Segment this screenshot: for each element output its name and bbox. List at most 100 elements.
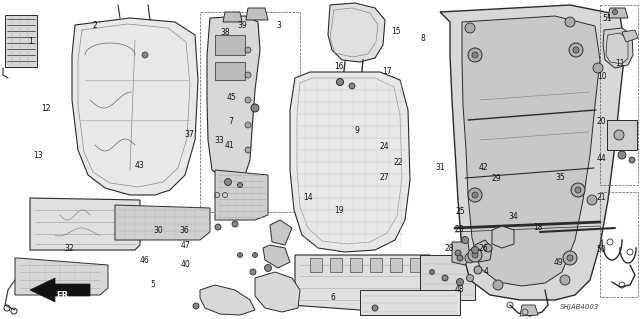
Circle shape: [337, 78, 344, 85]
Bar: [607, 120, 637, 150]
Text: 20: 20: [596, 117, 607, 126]
Circle shape: [484, 244, 492, 252]
Text: 45: 45: [227, 93, 237, 102]
Text: 36: 36: [179, 226, 189, 235]
Polygon shape: [115, 205, 210, 240]
Polygon shape: [215, 188, 232, 200]
Text: 3: 3: [276, 21, 281, 30]
Text: 19: 19: [334, 206, 344, 215]
Text: 27: 27: [379, 173, 389, 182]
Text: 28: 28: [445, 244, 454, 253]
Circle shape: [251, 104, 259, 112]
Circle shape: [250, 269, 256, 275]
Text: 22: 22: [394, 158, 403, 167]
Circle shape: [571, 183, 585, 197]
Polygon shape: [15, 258, 108, 295]
Circle shape: [472, 247, 479, 254]
Text: 10: 10: [596, 72, 607, 81]
Polygon shape: [608, 8, 628, 18]
Circle shape: [225, 179, 232, 186]
Circle shape: [474, 266, 482, 274]
Circle shape: [468, 48, 482, 62]
Text: 51: 51: [602, 14, 612, 23]
Polygon shape: [246, 8, 268, 20]
Polygon shape: [30, 198, 140, 250]
Text: 12: 12: [42, 104, 51, 113]
Polygon shape: [223, 12, 242, 22]
Circle shape: [372, 305, 378, 311]
Text: 18: 18: [533, 223, 542, 232]
Text: 24: 24: [379, 142, 389, 151]
Polygon shape: [472, 240, 492, 262]
Circle shape: [237, 253, 243, 257]
Polygon shape: [520, 305, 538, 316]
Ellipse shape: [500, 143, 550, 188]
Circle shape: [560, 275, 570, 285]
Circle shape: [567, 255, 573, 261]
Circle shape: [245, 72, 251, 78]
Circle shape: [442, 275, 448, 281]
Text: 7: 7: [228, 117, 233, 126]
Circle shape: [457, 255, 463, 261]
Circle shape: [232, 221, 238, 227]
Circle shape: [587, 195, 597, 205]
Polygon shape: [452, 242, 470, 265]
Text: 49: 49: [553, 258, 563, 267]
Bar: [360, 290, 460, 315]
Circle shape: [461, 236, 468, 243]
Circle shape: [629, 157, 635, 163]
Text: 29: 29: [491, 174, 501, 183]
Circle shape: [429, 270, 435, 275]
Circle shape: [569, 43, 583, 57]
Text: 25: 25: [456, 207, 466, 216]
Circle shape: [264, 264, 271, 271]
Text: 50: 50: [596, 245, 607, 254]
Circle shape: [245, 122, 251, 128]
Circle shape: [575, 187, 581, 193]
Circle shape: [245, 97, 251, 103]
Polygon shape: [290, 255, 430, 310]
Text: 44: 44: [596, 154, 607, 163]
Text: 35: 35: [555, 173, 565, 182]
Polygon shape: [370, 258, 382, 272]
Polygon shape: [462, 16, 600, 286]
Text: 38: 38: [220, 28, 230, 37]
Polygon shape: [330, 258, 342, 272]
Circle shape: [245, 147, 251, 153]
Text: 30: 30: [154, 226, 164, 235]
Circle shape: [142, 52, 148, 58]
Text: 11: 11: [615, 59, 624, 68]
Polygon shape: [207, 16, 260, 180]
Bar: [5, 15, 37, 67]
Text: 6: 6: [330, 293, 335, 302]
Circle shape: [563, 251, 577, 265]
Circle shape: [215, 224, 221, 230]
Ellipse shape: [502, 218, 542, 246]
Text: SHJAB4003: SHJAB4003: [560, 304, 600, 310]
Circle shape: [468, 248, 482, 262]
Circle shape: [565, 17, 575, 27]
Text: 43: 43: [134, 161, 145, 170]
Text: 13: 13: [33, 151, 44, 160]
Text: 40: 40: [180, 260, 191, 269]
Text: 15: 15: [390, 27, 401, 36]
Text: 39: 39: [237, 21, 247, 30]
Circle shape: [465, 253, 475, 263]
Polygon shape: [255, 272, 300, 312]
Polygon shape: [440, 5, 625, 300]
Circle shape: [618, 151, 626, 159]
Text: 4: 4: [484, 267, 489, 276]
Text: 2: 2: [92, 21, 97, 30]
Polygon shape: [492, 226, 514, 248]
Text: 37: 37: [184, 130, 194, 139]
Circle shape: [614, 130, 624, 140]
Polygon shape: [350, 258, 362, 272]
Circle shape: [612, 10, 618, 14]
Text: 42: 42: [479, 163, 489, 172]
Circle shape: [455, 250, 461, 256]
Polygon shape: [622, 30, 638, 42]
Polygon shape: [30, 278, 90, 302]
Circle shape: [456, 278, 463, 286]
Polygon shape: [290, 72, 410, 252]
Circle shape: [193, 303, 199, 309]
